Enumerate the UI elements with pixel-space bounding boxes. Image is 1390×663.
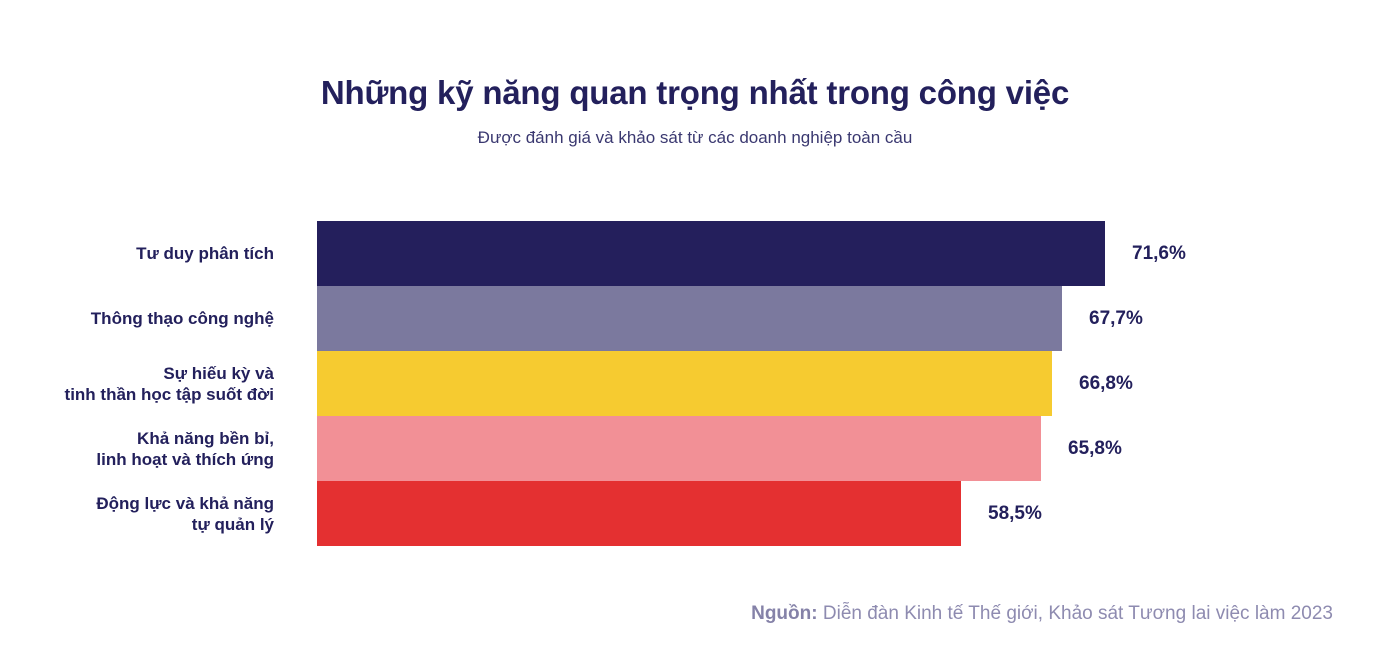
bar bbox=[317, 351, 1052, 416]
source-label: Nguồn: bbox=[751, 603, 818, 624]
bar-value-label: 67,7% bbox=[1089, 307, 1143, 329]
bar-value-label: 66,8% bbox=[1079, 372, 1133, 394]
bar-value-label: 65,8% bbox=[1068, 437, 1122, 459]
bar-label: Động lực và khả năng tự quản lý bbox=[96, 493, 274, 534]
bar-row: Khả năng bền bỉ, linh hoạt và thích ứng … bbox=[0, 416, 1390, 481]
bar-row: Sự hiếu kỳ và tinh thần học tập suốt đời… bbox=[0, 351, 1390, 416]
chart-title: Những kỹ năng quan trọng nhất trong công… bbox=[320, 74, 1070, 111]
bar-row: Động lực và khả năng tự quản lý 58,5% bbox=[0, 481, 1390, 546]
bar bbox=[317, 221, 1105, 286]
bar-label: Thông thạo công nghệ bbox=[90, 309, 274, 328]
source-note: Nguồn: Diễn đàn Kinh tế Thế giới, Khảo s… bbox=[751, 603, 1333, 625]
bar-value-label: 71,6% bbox=[1132, 242, 1186, 264]
bar-label: Sự hiếu kỳ và tinh thần học tập suốt đời bbox=[64, 363, 274, 404]
bar bbox=[317, 416, 1041, 481]
bar-row: Tư duy phân tích 71,6% bbox=[0, 221, 1390, 286]
bar bbox=[317, 286, 1062, 351]
source-text: Diễn đàn Kinh tế Thế giới, Khảo sát Tươn… bbox=[817, 603, 1333, 624]
bar-label: Tư duy phân tích bbox=[136, 244, 274, 263]
bar-row: Thông thạo công nghệ 67,7% bbox=[0, 286, 1390, 351]
bar-value-label: 58,5% bbox=[988, 502, 1042, 524]
bar bbox=[317, 481, 961, 546]
chart-subtitle: Được đánh giá và khảo sát từ các doanh n… bbox=[477, 128, 913, 147]
bar-label: Khả năng bền bỉ, linh hoạt và thích ứng bbox=[96, 428, 274, 469]
